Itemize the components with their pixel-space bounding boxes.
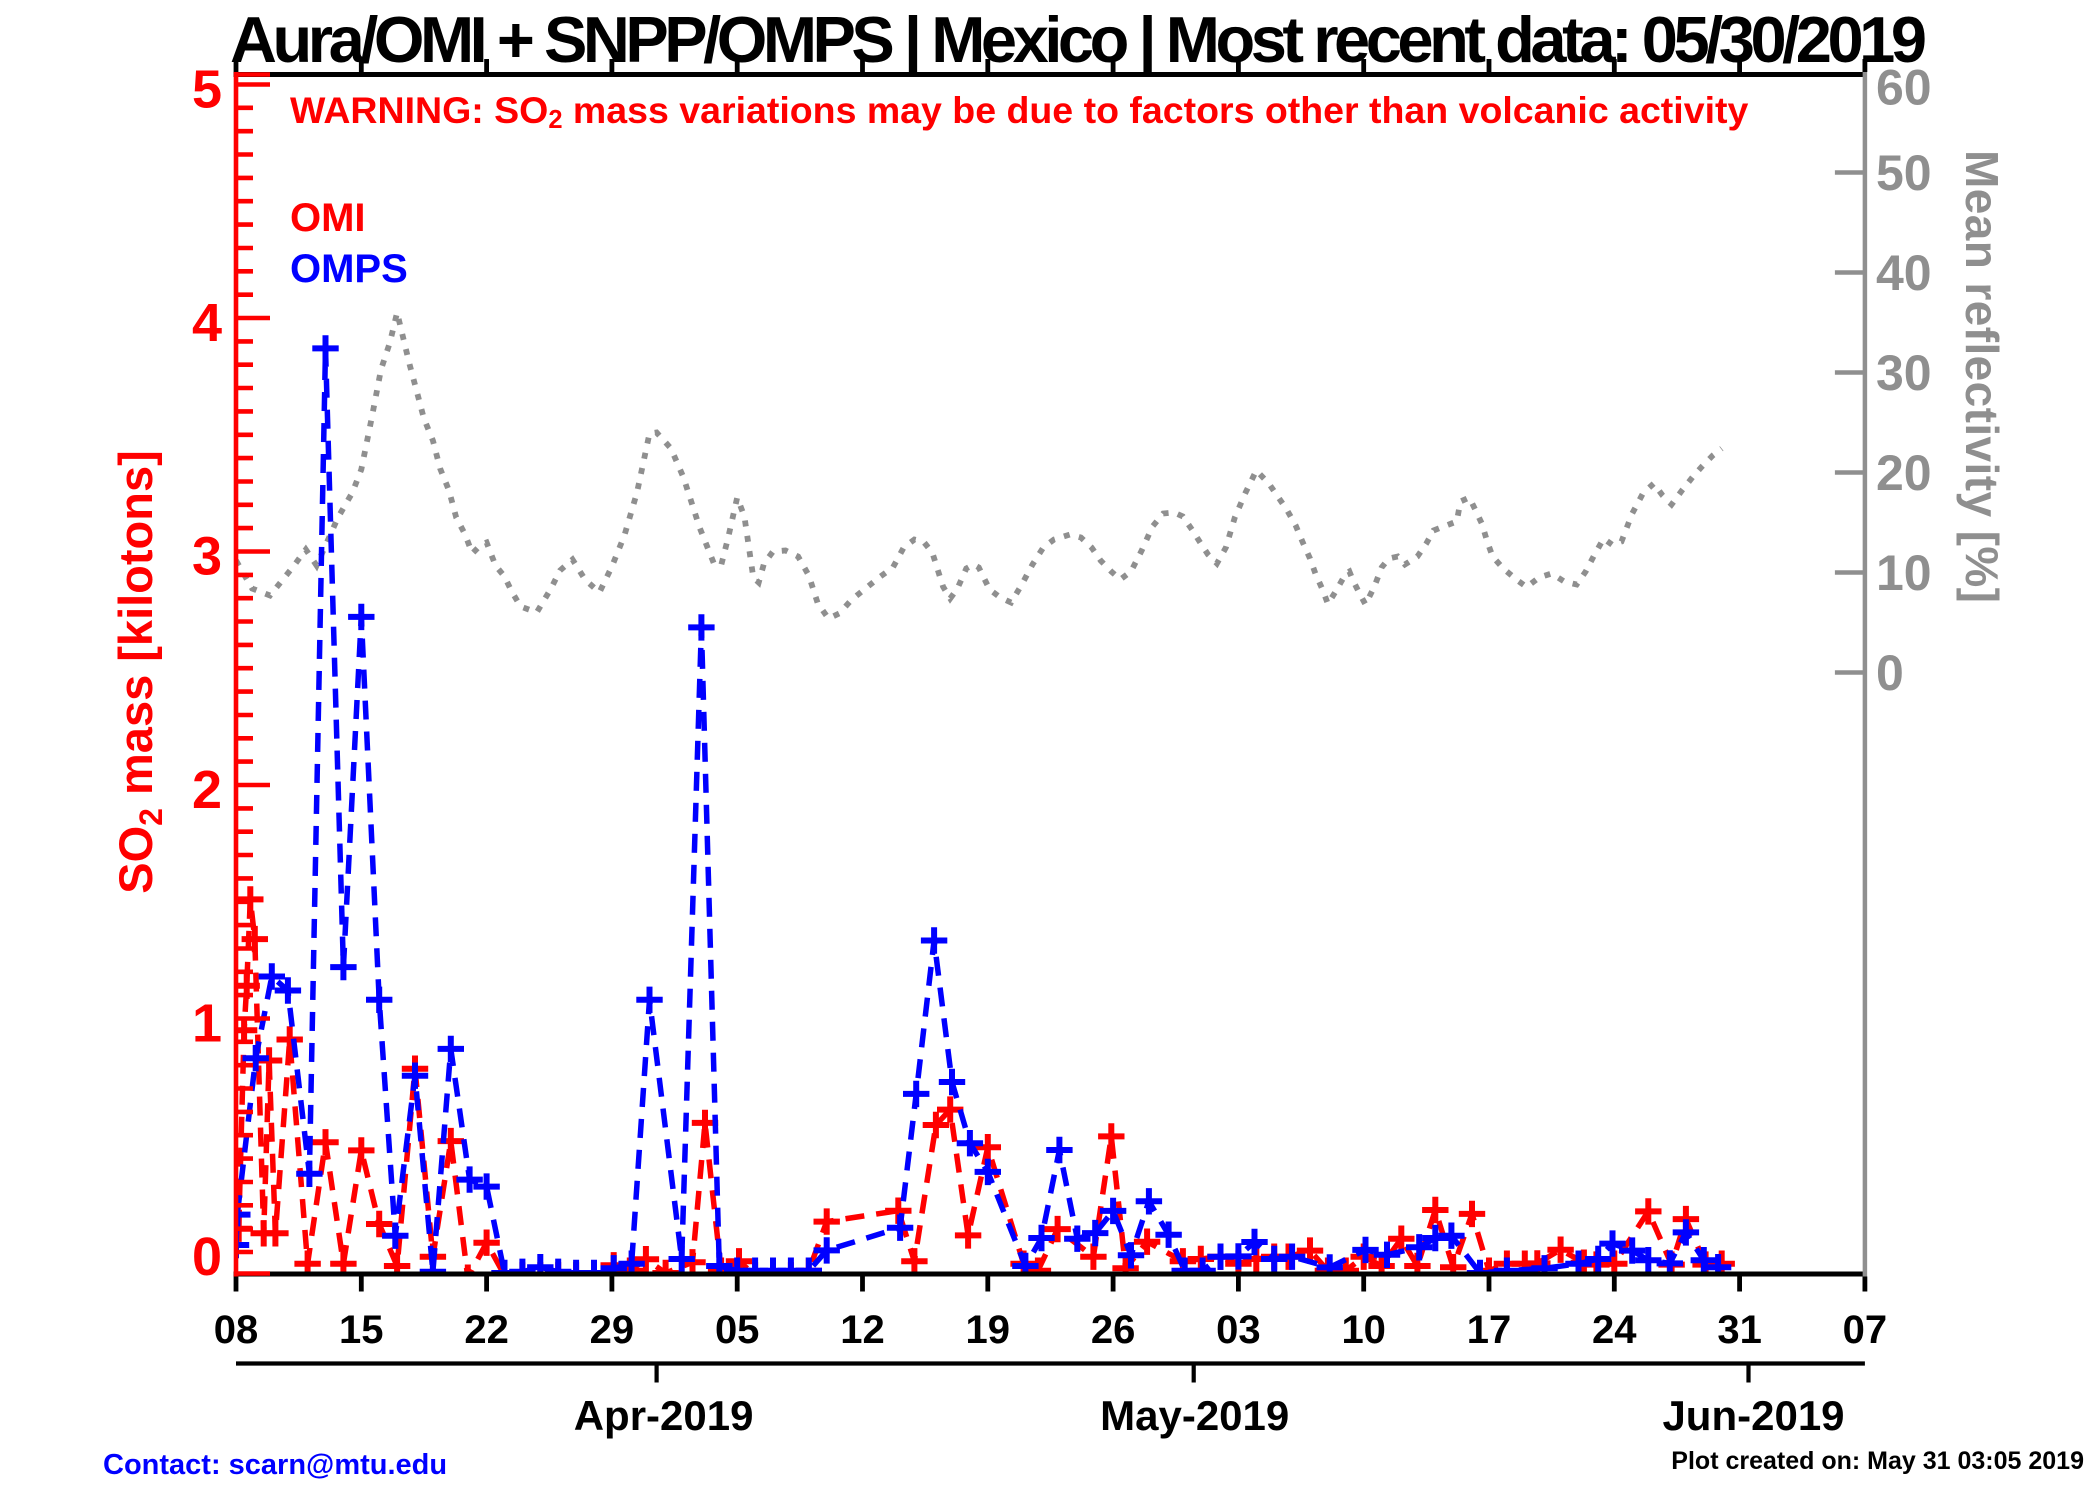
svg-text:SO2 mass [kilotons]: SO2 mass [kilotons] bbox=[109, 450, 169, 894]
svg-text:19: 19 bbox=[966, 1308, 1011, 1352]
svg-text:08: 08 bbox=[214, 1308, 259, 1352]
svg-text:50: 50 bbox=[1876, 145, 1932, 201]
svg-text:Aura/OMI + SNPP/OMPS | Mexico: Aura/OMI + SNPP/OMPS | Mexico | Most rec… bbox=[230, 3, 1927, 77]
svg-text:22: 22 bbox=[464, 1308, 509, 1352]
svg-text:17: 17 bbox=[1467, 1308, 1512, 1352]
svg-text:5: 5 bbox=[192, 60, 222, 120]
svg-text:31: 31 bbox=[1717, 1308, 1762, 1352]
svg-text:3: 3 bbox=[192, 527, 222, 587]
svg-text:WARNING: SO2 mass variations m: WARNING: SO2 mass variations may be due … bbox=[290, 89, 1748, 134]
svg-text:24: 24 bbox=[1592, 1308, 1637, 1352]
svg-text:Mean reflectivity [%]: Mean reflectivity [%] bbox=[1956, 150, 2008, 603]
svg-text:0: 0 bbox=[192, 1227, 222, 1287]
svg-text:07: 07 bbox=[1843, 1308, 1888, 1352]
svg-text:0: 0 bbox=[1876, 645, 1904, 701]
svg-text:10: 10 bbox=[1341, 1308, 1386, 1352]
svg-text:2: 2 bbox=[192, 760, 222, 820]
svg-text:15: 15 bbox=[339, 1308, 384, 1352]
svg-text:20: 20 bbox=[1876, 445, 1932, 501]
svg-text:03: 03 bbox=[1216, 1308, 1261, 1352]
svg-text:Plot created on: May 31 03:05: Plot created on: May 31 03:05 2019 bbox=[1671, 1447, 2084, 1475]
svg-text:May-2019: May-2019 bbox=[1100, 1392, 1289, 1439]
svg-text:05: 05 bbox=[715, 1308, 760, 1352]
svg-text:OMPS: OMPS bbox=[290, 247, 408, 291]
svg-text:26: 26 bbox=[1091, 1308, 1136, 1352]
svg-text:12: 12 bbox=[840, 1308, 885, 1352]
svg-text:30: 30 bbox=[1876, 345, 1932, 401]
svg-text:Contact: scarn@mtu.edu: Contact: scarn@mtu.edu bbox=[103, 1449, 447, 1481]
svg-text:40: 40 bbox=[1876, 245, 1932, 301]
svg-text:1: 1 bbox=[192, 994, 222, 1054]
svg-text:Apr-2019: Apr-2019 bbox=[574, 1392, 754, 1439]
svg-text:10: 10 bbox=[1876, 545, 1932, 601]
svg-text:4: 4 bbox=[192, 293, 222, 353]
svg-text:OMI: OMI bbox=[290, 196, 366, 240]
svg-text:29: 29 bbox=[590, 1308, 635, 1352]
svg-text:60: 60 bbox=[1876, 60, 1932, 116]
svg-text:Jun-2019: Jun-2019 bbox=[1662, 1392, 1844, 1439]
